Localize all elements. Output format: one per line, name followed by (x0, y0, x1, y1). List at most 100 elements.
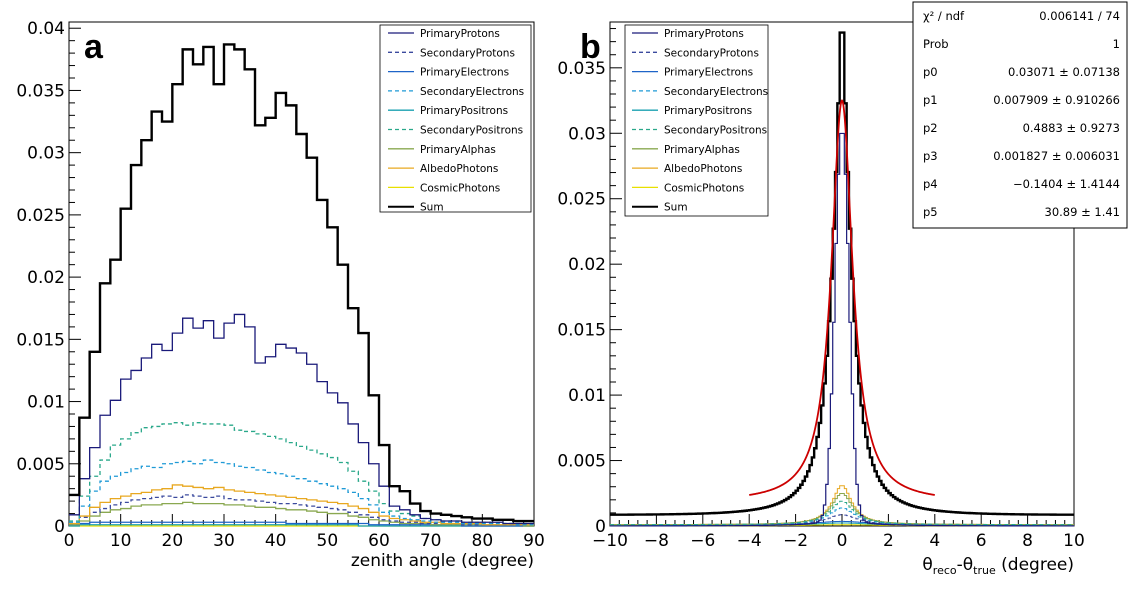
panel-b-xtick-label: 4 (929, 531, 940, 551)
panel-a-legend-label-primary-positrons: PrimaryPositrons (420, 105, 508, 117)
fit-stat-value: 0.001827 ± 0.006031 (993, 149, 1120, 163)
fit-stats-box: χ² / ndf 0.006141 / 74 Prob 1 p0 0.03071 ± 0.… (912, 1, 1128, 229)
fit-stats-frame (912, 1, 1128, 229)
panel-a-ytick-label: 0 (54, 517, 65, 537)
panel-a-xtick-label: 80 (472, 531, 494, 551)
panel-b-xtick-label: 2 (883, 531, 894, 551)
panel-b-legend-box (624, 24, 769, 217)
panel-a-ytick-label: 0.035 (16, 81, 65, 101)
panel-a-xtick-label: 0 (64, 531, 75, 551)
fit-stat-value: 0.03071 ± 0.07138 (1008, 65, 1120, 79)
panel-b-legend-label-primary-protons: PrimaryProtons (664, 28, 744, 40)
panel-a-ytick-label: 0.03 (27, 144, 65, 164)
panel-a-legend-label-secondary-electrons: SecondaryElectrons (420, 86, 524, 98)
panel-b-ytick-label: 0.025 (557, 190, 606, 210)
fit-curve (749, 99, 935, 496)
panel-b-legend-label-secondary-protons: SecondaryProtons (664, 47, 759, 59)
panel-b-ytick-label: 0 (595, 517, 606, 537)
panel-b-ytick-label: 0.02 (568, 255, 606, 275)
panel-a-series (69, 43, 534, 527)
panel-a-legend-label-secondary-positrons: SecondaryPositrons (420, 125, 523, 137)
panel-b-legend-label-secondary-positrons: SecondaryPositrons (664, 125, 767, 137)
panel-b-xtick-label: 8 (1022, 531, 1033, 551)
fit-stat-label: p1 (923, 93, 938, 107)
fit-stat-label: χ² / ndf (923, 9, 965, 23)
series-secondary-electrons (69, 459, 534, 526)
panel-a-ytick-label: 0.01 (27, 393, 65, 413)
panel-b-xtick-label: −10 (592, 531, 628, 551)
panel-a-xtick-label: 70 (420, 531, 442, 551)
panel-a-xtick-label: 30 (213, 531, 235, 551)
panel-b-series (610, 31, 1074, 527)
panel-b-xtick-label: −2 (783, 531, 808, 551)
panel-b-xtick-label: −6 (690, 531, 715, 551)
panel-b-xlabel-theta1: θ (922, 555, 932, 575)
fit-stat-label: p2 (923, 121, 938, 135)
panel-b-xlabel-sub2: true (973, 564, 996, 577)
fit-stat-value: 1 (1113, 37, 1120, 51)
panel-a-xtick-label: 10 (110, 531, 132, 551)
panel-a-legend-label-primary-alphas: PrimaryAlphas (420, 144, 496, 156)
panel-a-ytick-label: 0.02 (27, 268, 65, 288)
panel-b-legend-label-primary-alphas: PrimaryAlphas (664, 144, 740, 156)
panel-b-legend-label-primary-positrons: PrimaryPositrons (664, 105, 752, 117)
fit-stat-value: 30.89 ± 1.41 (1045, 205, 1120, 219)
panel-a-ticks: 0 10 20 30 40 50 60 70 80 90 0 0.005 0.01 0.015 0.02 0.… (16, 19, 544, 551)
panel-a-ytick-label: 0.015 (16, 330, 65, 350)
panel-a-legend-label-secondary-protons: SecondaryProtons (420, 47, 515, 59)
panel-b-xtick-label: −8 (644, 531, 669, 551)
panel-a: 0 10 20 30 40 50 60 70 80 90 0 0.005 0.01 0.015 0.02 0.… (16, 19, 544, 571)
fit-stat-label: Prob (923, 37, 949, 51)
panel-b-legend-label-sum: Sum (664, 202, 688, 214)
panel-a-ytick-label: 0.005 (16, 455, 65, 475)
panel-b-xtick-label: 0 (837, 531, 848, 551)
panel-b-xtick-label: −4 (737, 531, 762, 551)
panel-a-legend-label-primary-protons: PrimaryProtons (420, 28, 500, 40)
fit-stat-value: −0.1404 ± 1.4144 (1013, 177, 1120, 191)
panel-b-ytick-label: 0.015 (557, 321, 606, 341)
series-primary-protons (69, 313, 534, 525)
panel-a-legend-label-sum: Sum (420, 202, 444, 214)
panel-a-xtick-label: 60 (368, 531, 390, 551)
panel-b-xtick-label: 6 (976, 531, 987, 551)
fit-stat-value: 0.4883 ± 0.9273 (1023, 121, 1120, 135)
series-b-primary-protons (610, 132, 1074, 527)
fit-stat-value: 0.006141 / 74 (1039, 9, 1120, 23)
panel-b-xlabel: θreco-θtrue (degree) (922, 555, 1074, 577)
fit-stat-label: p0 (923, 65, 938, 79)
panel-a-legend-label-primary-electrons: PrimaryElectrons (420, 67, 509, 79)
panel-b-xlabel-dash: -θ (957, 555, 974, 575)
panel-a-ytick-label: 0.025 (16, 206, 65, 226)
panel-a-legend-label-albedo-photons: AlbedoPhotons (420, 163, 498, 175)
panel-a-legend-box (379, 24, 532, 213)
panel-b-letter: b (580, 28, 601, 66)
panel-a-ytick-label: 0.04 (27, 19, 65, 39)
panel-a-legend: PrimaryProtons SecondaryProtons PrimaryEle… (379, 24, 532, 214)
panel-b-legend: PrimaryProtons SecondaryProtons PrimaryEle… (624, 24, 769, 217)
series-primary-positrons (69, 524, 534, 527)
panel-b-ytick-label: 0.03 (568, 124, 606, 144)
panel-b-ytick-label: 0.01 (568, 386, 606, 406)
panel-b-legend-label-albedo-photons: AlbedoPhotons (664, 163, 742, 175)
panel-a-xtick-label: 40 (265, 531, 287, 551)
panel-a-letter: a (84, 28, 104, 66)
panel-a-legend-label-cosmic-photons: CosmicPhotons (420, 182, 500, 194)
fit-stat-label: p3 (923, 149, 938, 163)
series-sum (69, 43, 534, 523)
panel-b-legend-label-cosmic-photons: CosmicPhotons (664, 182, 744, 194)
panel-a-xtick-label: 90 (523, 531, 545, 551)
panel-b-legend-label-primary-electrons: PrimaryElectrons (664, 67, 753, 79)
panel-b-xtick-label: 10 (1063, 531, 1085, 551)
panel-b-legend-label-secondary-electrons: SecondaryElectrons (664, 86, 768, 98)
panel-b: −10 −8 −6 −4 −2 0 2 4 6 8 10 0 0.005 0.01 0.015 0.02 0.0… (557, 1, 1128, 577)
panel-a-xtick-label: 50 (317, 531, 339, 551)
series-b-secondary-positrons (610, 500, 1074, 526)
fit-stat-value: 0.007909 ± 0.910266 (993, 93, 1120, 107)
panel-b-xlabel-sub1: reco (933, 564, 957, 577)
panel-a-xtick-label: 20 (162, 531, 184, 551)
panel-b-xlabel-unit: (degree) (996, 555, 1074, 575)
series-secondary-positrons (69, 422, 534, 525)
fit-stat-label: p5 (923, 205, 938, 219)
